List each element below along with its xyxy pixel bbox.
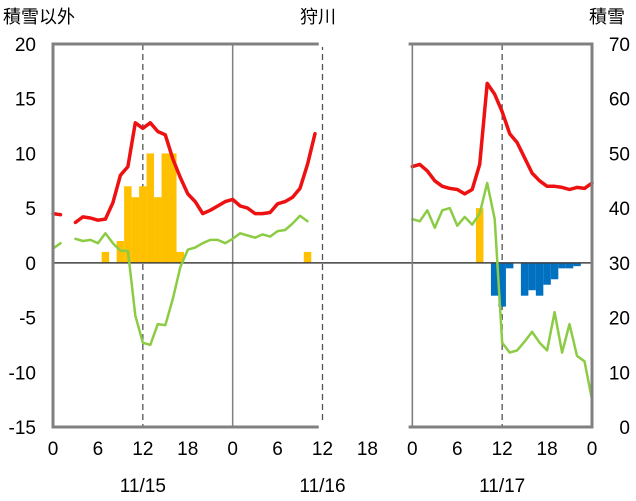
x-tick-label: 18 [357,439,378,460]
grid-layer [142,44,503,427]
x-tick-label: 18 [177,439,198,460]
y-right-tick-label: 60 [609,90,630,111]
date-label: 11/16 [299,476,345,497]
blue-bar [490,262,499,296]
y-right-tick-label: 70 [609,35,630,56]
blue-bar [543,262,551,285]
y-left-axis-label: 積雪以外 [3,7,75,27]
blue-bar [498,262,506,307]
blue-bar [558,262,566,269]
yellow-bar [161,153,170,263]
yellow-bar [131,197,140,263]
y-left-tick-label: -5 [19,309,36,330]
x-tick-label: 6 [93,439,104,460]
x-tick-label: 0 [48,439,59,460]
frame-layer [51,41,594,430]
green-series-line [411,181,594,401]
x-tick-label: 12 [132,439,153,460]
yellow-bar [169,153,177,263]
y-left-tick-label: 10 [15,144,36,165]
chart-title: 狩川 [300,7,336,27]
x-tick-label: 6 [272,439,283,460]
yellow-bar [101,251,110,263]
y-left-tick-label: -15 [9,418,36,439]
y-right-tick-label: 30 [609,254,630,275]
blue-bar [535,262,544,296]
blue-bar [573,262,581,267]
green-series-line [74,214,309,347]
y-left-tick-label: 5 [25,199,36,220]
x-tick-label: 0 [407,439,418,460]
red-series-line [410,81,594,196]
x-tick-label: 0 [587,439,598,460]
y-left-tick-label: 0 [25,254,36,275]
date-label: 11/17 [479,476,525,497]
x-tick-label: 12 [312,439,333,460]
yellow-bar [154,197,162,263]
bars-layer [101,153,581,307]
blue-bar [528,262,536,291]
blue-bar [550,262,559,280]
y-left-tick-label: -10 [9,363,36,384]
yellow-bar [303,251,312,263]
y-right-tick-label: 50 [609,144,630,165]
red-series-line [73,121,317,225]
y-right-axis-label: 積雪 [589,7,625,27]
date-label: 11/15 [120,476,166,497]
frame-gap-bottom [318,424,409,430]
y-right-tick-label: 40 [609,199,630,220]
yellow-bar [176,251,185,263]
labels-layer: 積雪以外 狩川 積雪 20151050-5-10-157060504030201… [3,7,630,497]
x-tick-label: 0 [227,439,238,460]
blue-bar [565,262,574,269]
yellow-bar [124,186,132,263]
y-right-tick-label: 10 [609,363,630,384]
yellow-bar [475,208,484,263]
x-tick-label: 12 [492,439,513,460]
blue-bar [520,262,529,296]
yellow-bar [139,186,147,263]
yellow-bar [146,153,155,263]
x-tick-label: 18 [537,439,558,460]
y-right-tick-label: 0 [619,418,630,439]
y-left-tick-label: 20 [15,35,36,56]
frame-gap-top [318,41,409,47]
blue-bar [505,262,514,269]
y-left-tick-label: 15 [15,90,36,111]
x-tick-label: 6 [452,439,463,460]
y-right-tick-label: 20 [609,309,630,330]
